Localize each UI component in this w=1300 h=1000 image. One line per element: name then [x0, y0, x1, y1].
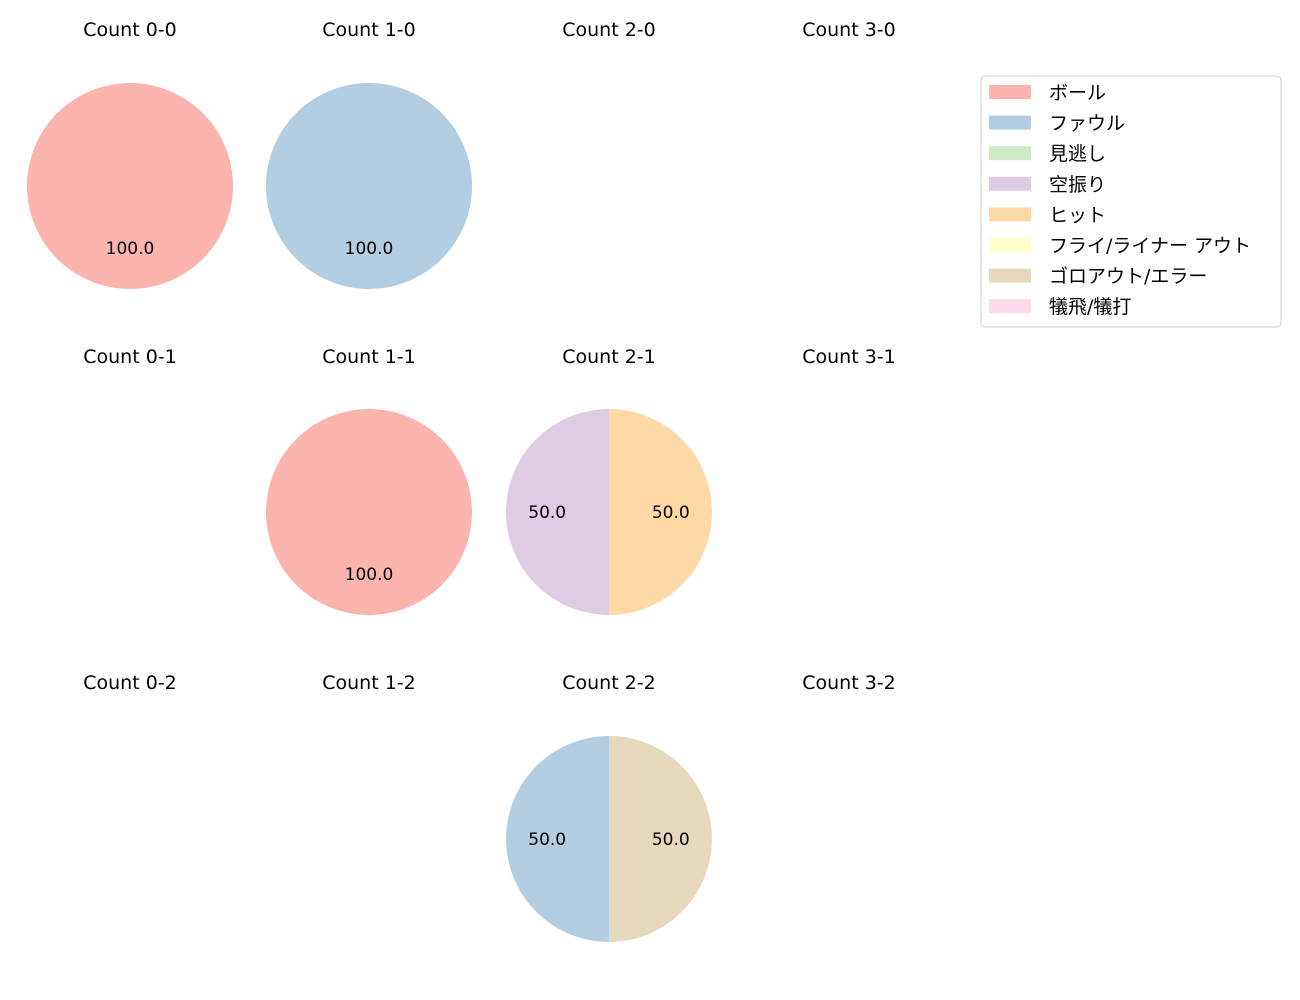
pie-slice-label: 50.0: [528, 503, 566, 523]
pie-slice-label: 50.0: [528, 830, 566, 850]
legend-label: フライ/ライナー アウト: [1049, 235, 1251, 257]
pie-slice: [609, 736, 712, 942]
pie-panel: Count 2-1 50.0 50.0: [506, 346, 712, 615]
legend-swatch: [989, 146, 1031, 161]
pie-slice: [609, 409, 712, 615]
legend-swatch: [989, 85, 1031, 99]
pie-slice: [506, 409, 609, 615]
pie-panel: Count 3-0: [802, 19, 896, 41]
pie-panel: Count 2-0: [562, 19, 656, 41]
pie-panel: Count 1-1 100.0: [266, 346, 472, 615]
legend-label: ボール: [1049, 82, 1106, 104]
pie-panel: Count 1-0 100.0: [266, 19, 472, 289]
legend-label: 犠飛/犠打: [1049, 296, 1131, 318]
pie-title: Count 2-2: [562, 672, 656, 694]
legend-label: ファウル: [1049, 113, 1125, 135]
legend-swatch: [989, 268, 1031, 283]
legend-label: ヒット: [1049, 204, 1106, 226]
pie-title: Count 3-0: [802, 19, 896, 41]
pie-slice-label: 50.0: [652, 503, 690, 523]
legend-label: 見逃し: [1049, 143, 1106, 165]
pie-slice-label: 50.0: [652, 830, 690, 850]
pie-panels: Count 0-0 100.0 Count 1-0 100.0 Count 2-0 Cou…: [27, 19, 896, 942]
pie-slice-label: 100.0: [345, 565, 394, 585]
pie-slice-label: 100.0: [345, 239, 394, 259]
legend-swatch: [989, 176, 1031, 191]
pie-slice: [27, 83, 233, 289]
pie-title: Count 1-0: [322, 19, 416, 41]
pie-panel: Count 3-2: [802, 672, 896, 694]
legend-frame: [980, 75, 1282, 328]
pie-title: Count 2-1: [562, 346, 656, 368]
pie-title: Count 3-1: [802, 346, 896, 368]
legend-swatch: [989, 299, 1031, 314]
pie-panel: Count 3-1: [802, 346, 896, 368]
legend-swatch: [989, 115, 1031, 130]
legend-swatch: [989, 238, 1031, 252]
legend-label: 空振り: [1049, 174, 1106, 196]
legend-label: ゴロアウト/エラー: [1049, 266, 1207, 288]
pie-slice: [506, 736, 609, 942]
pie-panel: Count 0-1: [83, 346, 177, 368]
pie-title: Count 0-0: [83, 19, 177, 41]
pie-title: Count 0-1: [83, 346, 177, 368]
pie-panel: Count 0-2: [83, 672, 177, 694]
pie-title: Count 2-0: [562, 19, 656, 41]
pie-slice-label: 100.0: [106, 239, 155, 259]
pie-title: Count 3-2: [802, 672, 896, 694]
pie-slice: [266, 409, 472, 615]
pie-title: Count 1-1: [322, 346, 416, 368]
legend-swatch: [989, 207, 1031, 222]
pie-title: Count 1-2: [322, 672, 416, 694]
pie-slice: [266, 83, 472, 289]
pie-panel: Count 0-0 100.0: [27, 19, 233, 289]
pie-panel: Count 2-2 50.0 50.0: [506, 672, 712, 942]
pie-panel: Count 1-2: [322, 672, 416, 694]
pie-title: Count 0-2: [83, 672, 177, 694]
